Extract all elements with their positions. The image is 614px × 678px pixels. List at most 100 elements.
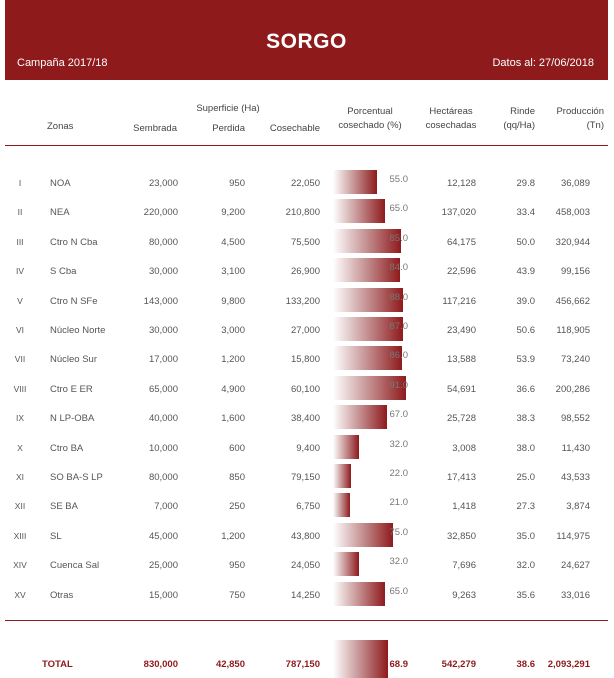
row-perdida: 950	[229, 178, 245, 189]
header-divider	[5, 145, 608, 146]
table-row: 32.0 XIV Cuenca Sal 25,000 950 24,050 7,696 32.…	[0, 552, 614, 578]
row-percent-label: 21.0	[389, 497, 409, 509]
row-sembrada: 45,000	[148, 530, 178, 542]
row-hectareas: 7,696	[452, 560, 476, 572]
row-percent-label: 86.0	[389, 350, 409, 362]
header-porcentual-line2: cosechado (%)	[338, 120, 402, 131]
total-divider	[5, 620, 608, 621]
header-zonas: Zonas	[47, 121, 74, 132]
row-number: II	[17, 207, 23, 218]
row-sembrada: 80,000	[148, 472, 178, 483]
row-rinde: 39.0	[516, 295, 536, 307]
row-zone: Otras	[50, 589, 74, 601]
header-rinde-line1: Rinde	[510, 106, 535, 117]
header-produccion-line1: Producción	[556, 106, 604, 117]
table-row: 91.0 VIII Ctro E ER 65,000 4,900 60,100 54,691…	[0, 375, 614, 402]
row-produccion: 43,533	[560, 472, 590, 483]
percent-bar	[333, 552, 359, 577]
table-row: 21.0 XII SE BA 7,000 250 6,750 1,418 27.3 3,874	[0, 493, 614, 519]
row-hectareas: 3,008	[452, 442, 476, 454]
table-row: 55.0 I NOA 23,000 950 22,050 12,128 29.8 36,089	[0, 170, 614, 196]
header-cosechable: Cosechable	[269, 123, 320, 134]
header-sembrada: Sembrada	[133, 123, 177, 134]
row-percent-label: 32.0	[389, 438, 409, 450]
row-cosechable: 133,200	[285, 295, 320, 307]
row-hectareas: 13,588	[446, 354, 476, 366]
total-row: TOTAL 830,000 42,850 787,150 68.9 542,27…	[0, 640, 614, 678]
header-produccion: Producción (Tn)	[545, 105, 604, 133]
row-hectareas: 64,175	[446, 236, 476, 248]
row-rinde: 33.4	[516, 207, 536, 219]
row-hectareas: 25,728	[446, 413, 476, 425]
row-cosechable: 43,800	[290, 530, 320, 542]
row-sembrada: 80,000	[148, 236, 178, 248]
row-rinde: 32.0	[516, 560, 536, 572]
row-perdida: 1,200	[221, 530, 245, 542]
row-cosechable: 27,000	[290, 325, 320, 336]
row-produccion: 24,627	[560, 560, 590, 572]
percent-bar	[333, 287, 404, 312]
total-produccion: 2,093,291	[547, 659, 590, 670]
row-zone: Ctro N SFe	[50, 295, 98, 307]
row-perdida: 750	[229, 589, 245, 601]
row-percent-label: 84.0	[389, 262, 409, 274]
table-row: 67.0 IX N LP-OBA 40,000 1,600 38,400 25,728 38.…	[0, 405, 614, 431]
row-perdida: 1,200	[221, 354, 245, 366]
header-hectareas: Hectáreas cosechadas	[418, 105, 484, 133]
percent-bar	[333, 405, 387, 430]
row-hectareas: 9,263	[452, 589, 476, 601]
row-perdida: 1,600	[221, 413, 245, 425]
header-porcentual: Porcentual cosechado (%)	[330, 105, 410, 133]
row-produccion: 99,156	[560, 266, 590, 278]
percent-bar	[333, 317, 403, 341]
total-label: TOTAL	[42, 659, 73, 670]
table-row: 32.0 X Ctro BA 10,000 600 9,400 3,008 38.0 11,43…	[0, 434, 614, 461]
row-sembrada: 30,000	[148, 266, 178, 278]
row-perdida: 850	[229, 472, 245, 483]
row-rinde: 27.3	[516, 501, 536, 513]
row-number: IV	[15, 266, 25, 277]
row-rinde: 50.6	[516, 325, 536, 336]
row-number: XIV	[13, 560, 27, 571]
percent-bar	[333, 522, 393, 547]
row-rinde: 35.6	[516, 589, 536, 601]
row-sembrada: 220,000	[143, 207, 178, 219]
row-percent-label: 32.0	[389, 556, 409, 568]
header-produccion-line2: (Tn)	[586, 120, 604, 131]
percent-bar	[333, 464, 351, 488]
table-row: 65.0 XV Otras 15,000 750 14,250 9,263 35.6 33,01…	[0, 581, 614, 608]
row-hectareas: 137,020	[441, 207, 476, 219]
row-number: X	[17, 442, 23, 453]
row-perdida: 250	[229, 501, 245, 513]
percent-bar	[333, 346, 402, 371]
page-title: SORGO	[266, 30, 347, 53]
row-percent-label: 67.0	[389, 409, 409, 421]
row-number: XI	[15, 472, 25, 482]
row-zone: NEA	[50, 207, 70, 219]
row-sembrada: 30,000	[148, 325, 178, 336]
row-zone: SL	[50, 530, 62, 542]
row-sembrada: 23,000	[148, 178, 178, 189]
row-hectareas: 117,216	[442, 295, 476, 307]
row-produccion: 114,975	[556, 530, 590, 542]
row-rinde: 35.0	[516, 530, 536, 542]
row-number: I	[18, 178, 22, 188]
row-cosechable: 75,500	[290, 236, 320, 248]
row-number: III	[16, 236, 24, 247]
row-cosechable: 6,750	[296, 501, 320, 513]
row-percent-label: 88.0	[389, 291, 409, 303]
row-cosechable: 26,900	[290, 266, 320, 278]
row-zone: S Cba	[50, 266, 77, 278]
row-hectareas: 54,691	[446, 383, 476, 395]
total-perdida: 42,850	[215, 659, 245, 670]
header-porcentual-line1: Porcentual	[347, 106, 393, 117]
row-number: V	[17, 295, 23, 306]
row-zone: SO BA-S LP	[50, 472, 103, 483]
row-produccion: 118,905	[556, 325, 590, 336]
row-cosechable: 60,100	[290, 383, 320, 395]
total-rinde: 38.6	[516, 659, 536, 670]
row-sembrada: 15,000	[148, 589, 178, 601]
row-cosechable: 79,150	[290, 472, 320, 483]
percent-bar	[333, 258, 401, 283]
row-rinde: 29.8	[516, 178, 536, 189]
